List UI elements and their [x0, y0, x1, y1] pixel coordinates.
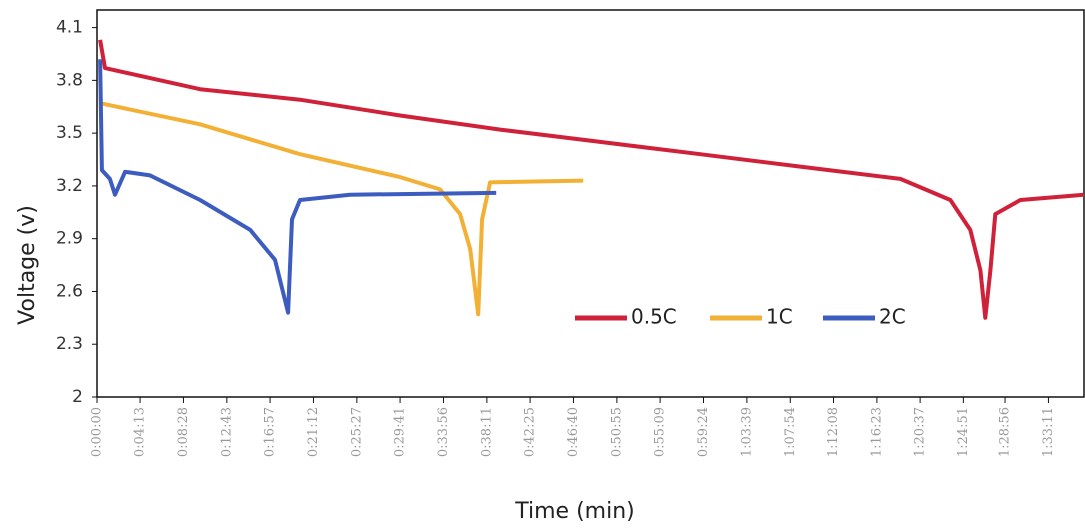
x-tick-label: 1:33:11: [1041, 407, 1056, 457]
x-tick-label: 1:03:39: [739, 407, 754, 457]
x-tick-label: 0:16:57: [263, 407, 278, 457]
x-tick-label: 1:20:37: [913, 407, 928, 457]
y-tick-label: 2.9: [56, 229, 83, 249]
legend-label: 0.5C: [631, 305, 677, 329]
legend-label: 1C: [766, 305, 793, 329]
y-axis-label: Voltage (v): [15, 205, 40, 325]
x-tick-label: 0:04:13: [133, 407, 148, 457]
x-tick-label: 1:12:08: [826, 407, 841, 457]
x-tick-label: 0:33:56: [436, 407, 451, 457]
chart: Time (min) Voltage (v) 2 2.3 2.6 2.9 3.2 3.5 3…: [0, 0, 1085, 528]
x-tick-label: 0:21:12: [306, 407, 321, 457]
y-tick-label: 3.2: [56, 176, 83, 196]
x-axis-label: Time (min): [514, 499, 635, 524]
x-tick-label: 0:42:25: [523, 407, 538, 457]
legend-label: 2C: [879, 305, 906, 329]
x-tick-label: 0:29:41: [393, 407, 408, 457]
y-tick-label: 2.3: [56, 334, 83, 354]
y-tick-label: 2: [72, 387, 83, 407]
y-tick-label: 3.5: [56, 123, 83, 143]
series-line: [100, 59, 496, 312]
x-tick-label: 0:25:27: [349, 407, 364, 457]
x-tick-label: 0:59:24: [696, 407, 711, 457]
y-tick-label: 4.1: [56, 18, 83, 38]
x-tick-label: 0:12:43: [219, 407, 234, 457]
x-tick-label: 0:46:40: [566, 407, 581, 457]
y-tick-label: 2.6: [56, 281, 83, 301]
x-tick-label: 1:24:51: [956, 407, 971, 457]
x-tick-label: 0:50:55: [609, 407, 624, 457]
x-tick-label: 1:28:56: [998, 407, 1013, 457]
y-tick-label: 3.8: [56, 70, 83, 90]
x-tick-label: 1:07:54: [783, 407, 798, 457]
x-tick-label: 0:38:11: [479, 407, 494, 457]
x-tick-label: 1:16:23: [869, 407, 884, 457]
series-line: [100, 40, 1084, 318]
x-tick-label: 0:08:28: [176, 407, 191, 457]
x-tick-label: 0:00:00: [90, 407, 105, 457]
x-tick-label: 0:55:09: [653, 407, 668, 457]
plot-frame: [97, 10, 1084, 397]
series-line: [100, 103, 583, 314]
